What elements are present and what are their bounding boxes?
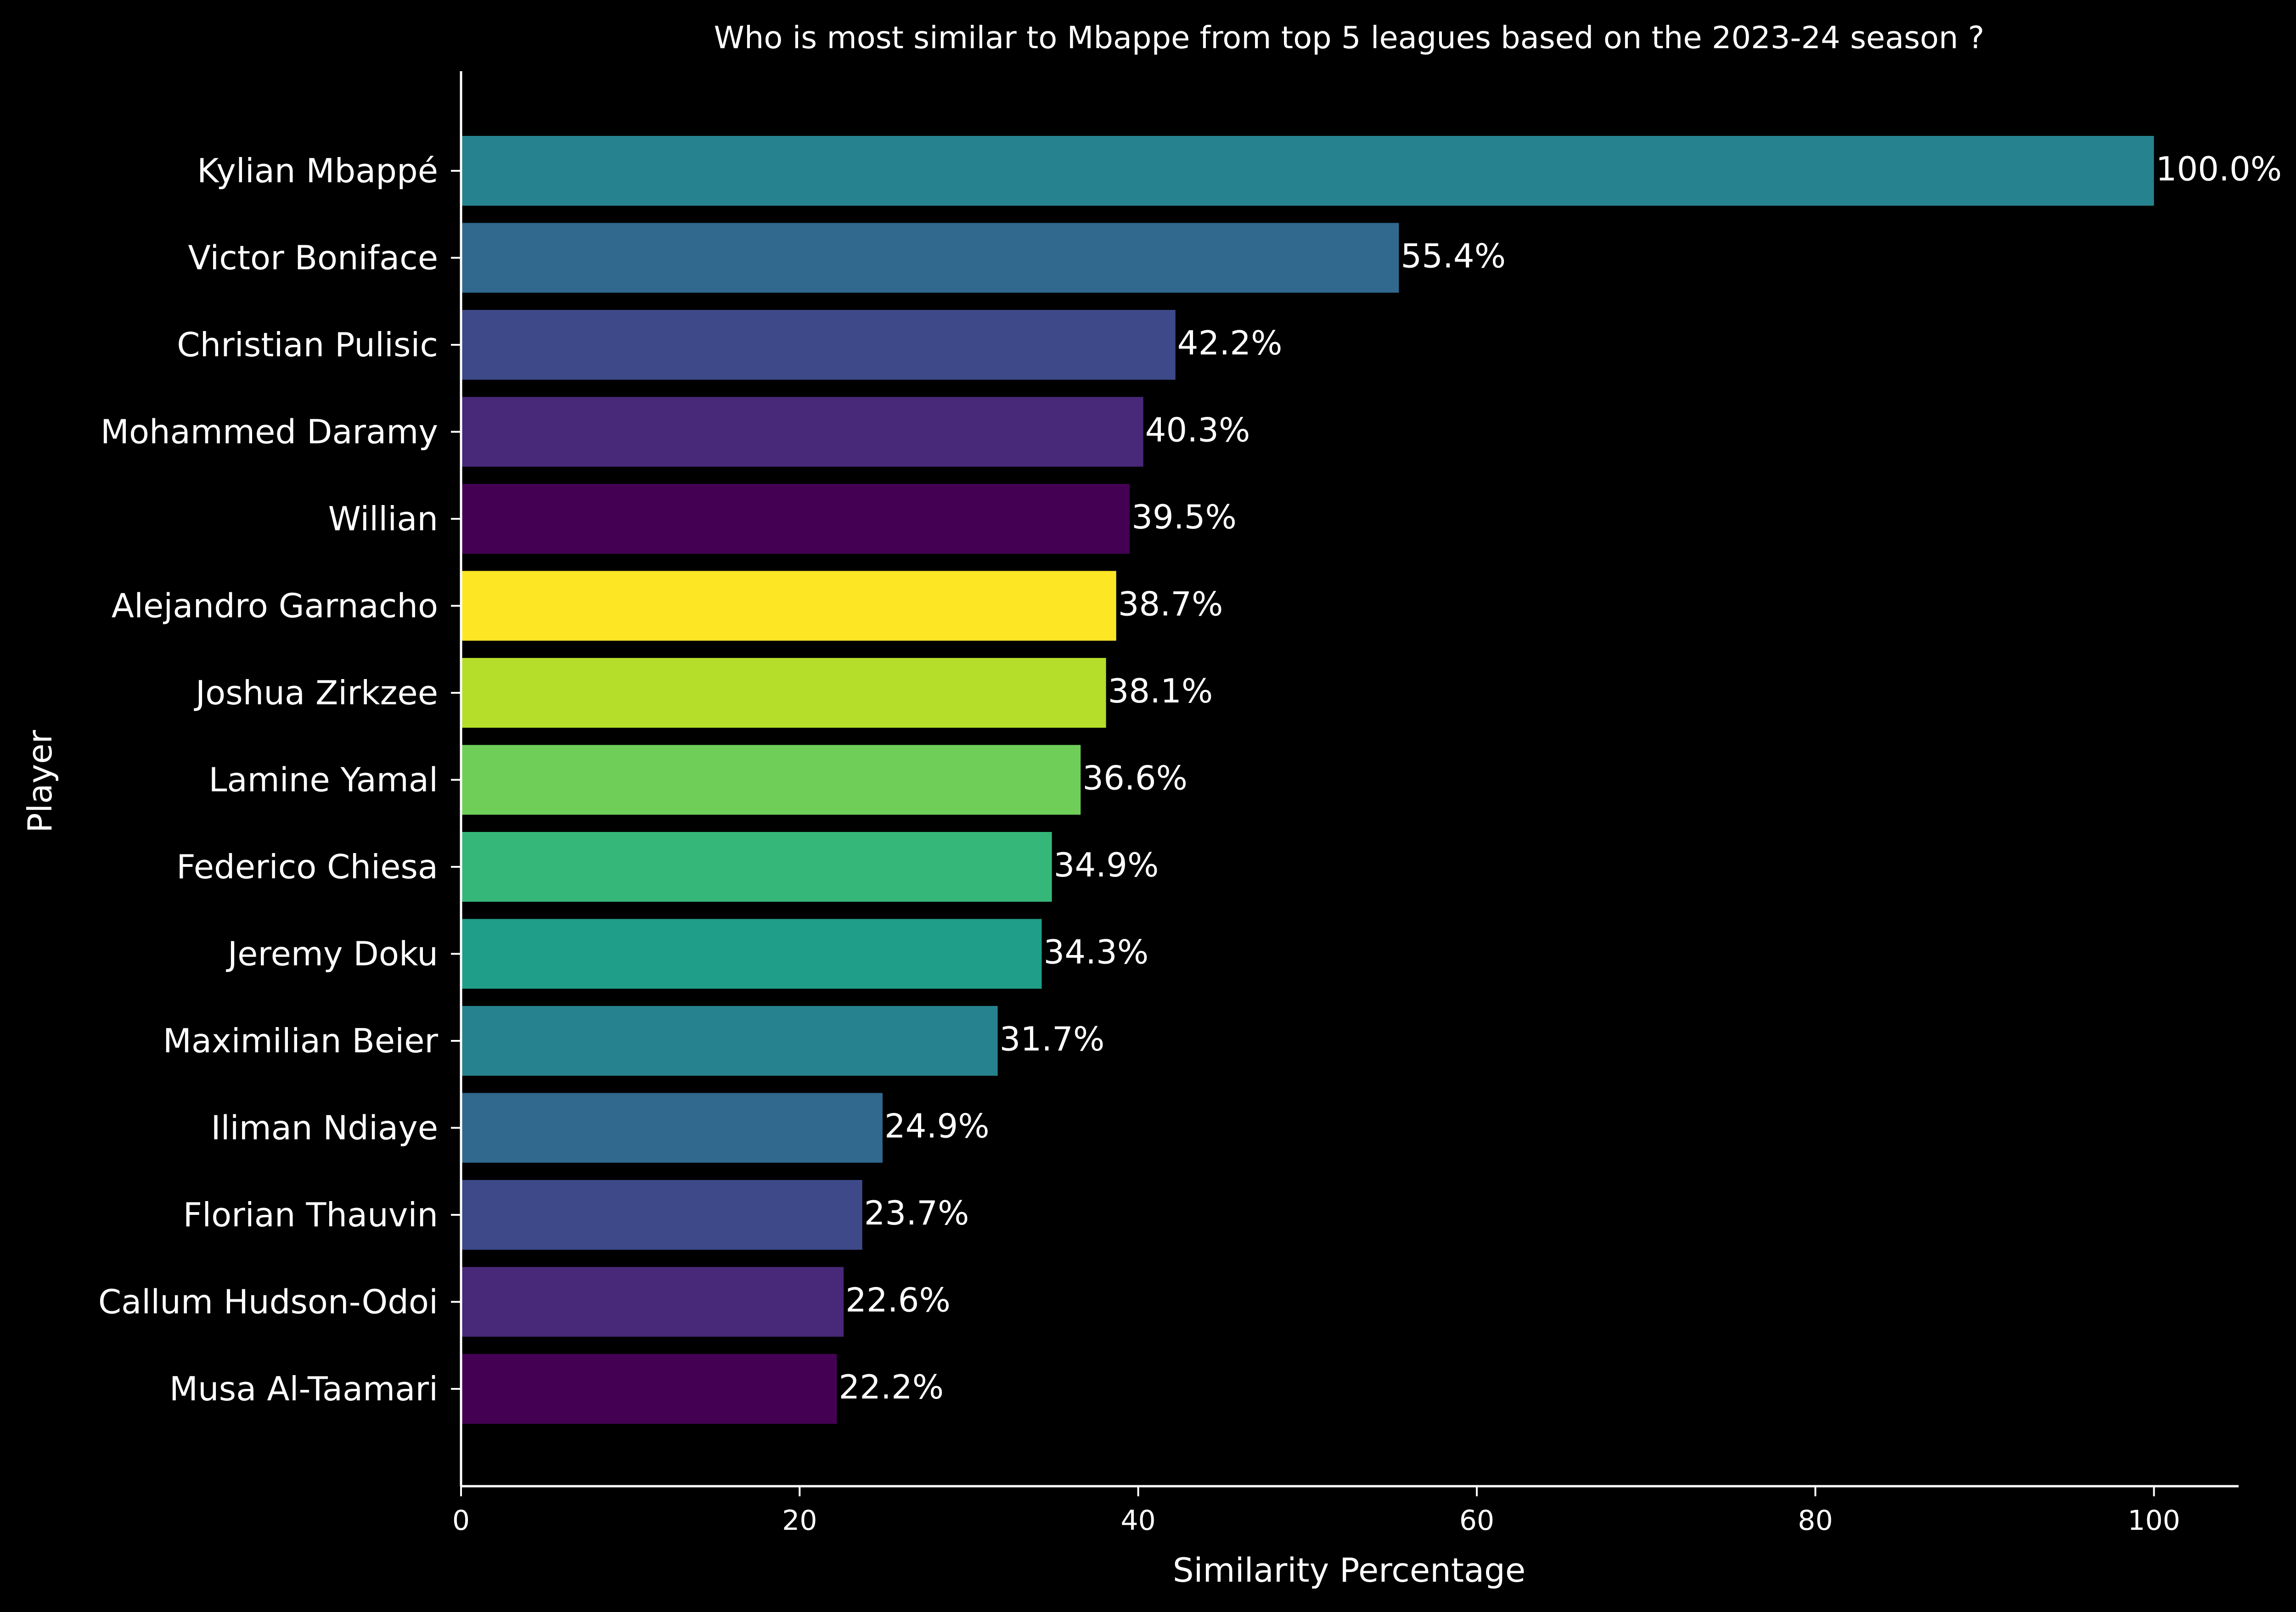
value-label: 22.2%: [838, 1368, 944, 1406]
y-tick-label: Callum Hudson-Odoi: [98, 1283, 438, 1321]
y-tick-label: Victor Boniface: [188, 239, 438, 277]
bar: [461, 1006, 998, 1076]
bar: [461, 1354, 837, 1424]
y-tick-label: Federico Chiesa: [176, 848, 438, 886]
y-tick-label: Joshua Zirkzee: [194, 674, 438, 712]
y-tick-label: Lamine Yamal: [208, 761, 438, 799]
bar: [461, 136, 2154, 206]
y-axis-title: Player: [21, 730, 59, 833]
bar: [461, 745, 1081, 815]
value-label: 42.2%: [1177, 324, 1283, 362]
value-label: 34.9%: [1054, 846, 1159, 884]
x-tick-label: 0: [452, 1505, 470, 1537]
x-tick-label: 80: [1798, 1505, 1833, 1537]
y-tick-label: Iliman Ndiaye: [211, 1109, 438, 1147]
x-tick-label: 20: [782, 1505, 817, 1537]
y-tick-label: Willian: [328, 500, 438, 538]
y-tick-label: Alejandro Garnacho: [112, 587, 438, 625]
bar: [461, 571, 1116, 641]
bar: [461, 310, 1176, 380]
value-label: 34.3%: [1044, 933, 1149, 972]
bar: [461, 484, 1130, 554]
value-labels: 100.0% 55.4% 42.2% 40.3% 39.5% 38.7% 38.1% 36.6…: [838, 150, 2282, 1406]
y-tick-labels: Kylian Mbappé Victor Boniface Christian Pu…: [98, 152, 461, 1408]
value-label: 23.7%: [864, 1194, 969, 1232]
value-label: 100.0%: [2156, 150, 2282, 188]
chart-title: Who is most similar to Mbappe from top 5…: [714, 20, 1985, 56]
bar: [461, 832, 1052, 902]
value-label: 36.6%: [1082, 759, 1187, 798]
y-tick-label: Maximilian Beier: [163, 1022, 439, 1060]
bar: [461, 658, 1106, 728]
value-label: 40.3%: [1145, 411, 1250, 449]
bar: [461, 223, 1399, 293]
value-label: 38.7%: [1118, 585, 1223, 623]
x-axis: 0 20 40 60 80 100: [452, 1486, 2180, 1537]
value-label: 55.4%: [1401, 237, 1506, 275]
y-tick-label: Mohammed Daramy: [101, 413, 438, 451]
bar: [461, 1180, 862, 1250]
y-tick-label: Florian Thauvin: [183, 1196, 438, 1234]
y-tick-label: Musa Al-Taamari: [169, 1370, 438, 1408]
bar: [461, 1093, 883, 1163]
y-tick-label: Christian Pulisic: [177, 326, 438, 364]
y-tick-label: Jeremy Doku: [226, 935, 438, 973]
y-tick-label: Kylian Mbappé: [197, 152, 438, 190]
x-tick-label: 100: [2127, 1505, 2180, 1537]
bars-layer: [461, 136, 2154, 1424]
bar: [461, 1267, 844, 1337]
bar: [461, 919, 1042, 989]
value-label: 31.7%: [1000, 1020, 1105, 1058]
x-tick-label: 60: [1459, 1505, 1494, 1537]
value-label: 22.6%: [845, 1281, 951, 1320]
bar: [461, 397, 1143, 467]
value-label: 24.9%: [884, 1107, 990, 1146]
x-axis-title: Similarity Percentage: [1173, 1551, 1525, 1590]
value-label: 38.1%: [1108, 672, 1213, 710]
x-tick-label: 40: [1120, 1505, 1155, 1537]
value-label: 39.5%: [1131, 498, 1237, 536]
